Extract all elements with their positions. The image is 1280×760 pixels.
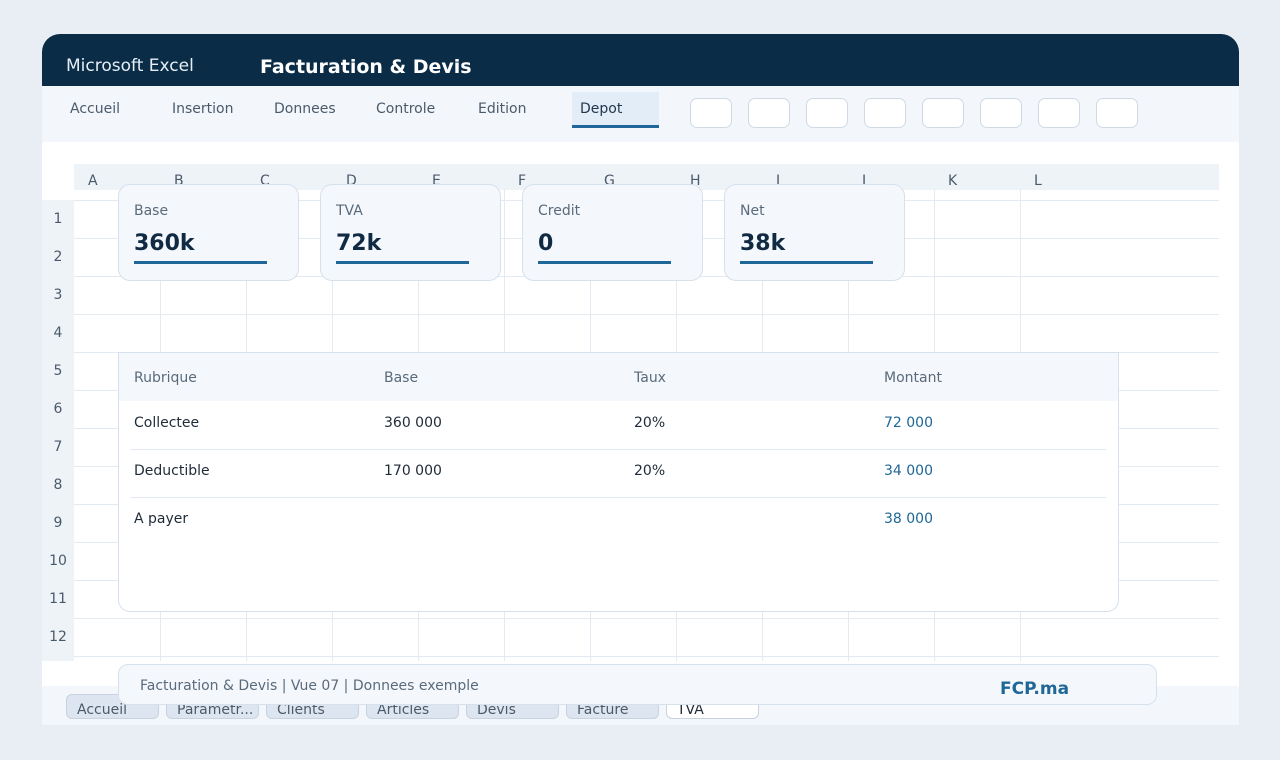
footer-banner: Facturation & Devis | Vue 07 | Donnees e… bbox=[118, 664, 1157, 705]
cell-montant: 72 000 bbox=[884, 415, 933, 431]
column-header[interactable]: B bbox=[174, 173, 184, 189]
cell-taux: 20% bbox=[634, 415, 666, 431]
kpi-card-base: Base 360k bbox=[118, 184, 299, 281]
row-header[interactable]: 7 bbox=[53, 439, 63, 455]
column-header[interactable]: G bbox=[604, 173, 615, 189]
header-montant: Montant bbox=[884, 370, 942, 386]
ribbon-icon-button[interactable] bbox=[980, 98, 1022, 128]
kpi-bar bbox=[134, 261, 267, 264]
header-base: Base bbox=[384, 370, 419, 386]
grid-hline bbox=[74, 656, 1219, 657]
row-header[interactable]: 10 bbox=[49, 553, 67, 569]
column-header[interactable]: D bbox=[346, 173, 357, 189]
grid-hline bbox=[74, 314, 1219, 315]
cell-base: 360 000 bbox=[384, 415, 442, 431]
cell-rubrique: Deductible bbox=[134, 463, 210, 479]
row-header[interactable]: 8 bbox=[53, 477, 63, 493]
footer-brand[interactable]: FCP.ma bbox=[1000, 679, 1070, 699]
ribbon-tab-depot[interactable]: Depot bbox=[572, 92, 659, 128]
kpi-label: Credit bbox=[538, 203, 581, 219]
ribbon-tab-accueil[interactable]: Accueil bbox=[70, 101, 120, 117]
cell-montant: 38 000 bbox=[884, 511, 933, 527]
document-title: Facturation & Devis bbox=[260, 56, 472, 78]
cell-taux: 20% bbox=[634, 463, 666, 479]
kpi-bar bbox=[336, 261, 469, 264]
column-header[interactable]: I bbox=[776, 173, 781, 189]
column-header[interactable]: K bbox=[948, 173, 958, 189]
kpi-value: 72k bbox=[336, 231, 382, 256]
kpi-value: 38k bbox=[740, 231, 786, 256]
tva-table: Rubrique Base Taux Montant Collectee 360… bbox=[118, 352, 1119, 612]
row-header[interactable]: 4 bbox=[53, 325, 63, 341]
table-row[interactable]: Deductible 170 000 20% 34 000 bbox=[131, 449, 1106, 498]
row-header[interactable]: 9 bbox=[53, 515, 63, 531]
kpi-card-credit: Credit 0 bbox=[522, 184, 703, 281]
ribbon-icon-button[interactable] bbox=[806, 98, 848, 128]
ribbon-icon-button[interactable] bbox=[922, 98, 964, 128]
column-header[interactable]: F bbox=[518, 173, 527, 189]
cell-rubrique: Collectee bbox=[134, 415, 200, 431]
table-row[interactable]: Collectee 360 000 20% 72 000 bbox=[131, 401, 1106, 450]
ribbon-tab-controle[interactable]: Controle bbox=[376, 101, 436, 117]
grid-hline bbox=[74, 618, 1219, 619]
table-row[interactable]: A payer 38 000 bbox=[131, 497, 1106, 545]
row-header[interactable]: 12 bbox=[49, 629, 67, 645]
kpi-bar bbox=[538, 261, 671, 264]
header-taux: Taux bbox=[634, 370, 666, 386]
row-header[interactable]: 1 bbox=[53, 211, 63, 227]
kpi-label: TVA bbox=[336, 203, 363, 219]
kpi-value: 360k bbox=[134, 231, 195, 256]
column-header[interactable]: L bbox=[1034, 173, 1042, 189]
title-bar: Microsoft Excel Facturation & Devis bbox=[42, 34, 1239, 86]
kpi-card-tva: TVA 72k bbox=[320, 184, 501, 281]
row-header[interactable]: 6 bbox=[53, 401, 63, 417]
table-header: Rubrique Base Taux Montant bbox=[119, 353, 1118, 401]
column-header[interactable]: E bbox=[432, 173, 441, 189]
kpi-card-net: Net 38k bbox=[724, 184, 905, 281]
cell-base: 170 000 bbox=[384, 463, 442, 479]
column-header[interactable]: H bbox=[690, 173, 701, 189]
row-header[interactable]: 3 bbox=[53, 287, 63, 303]
row-header[interactable]: 2 bbox=[53, 249, 63, 265]
ribbon-icon-button[interactable] bbox=[864, 98, 906, 128]
kpi-label: Net bbox=[740, 203, 765, 219]
ribbon-tab-insertion[interactable]: Insertion bbox=[172, 101, 234, 117]
ribbon-tab-edition[interactable]: Edition bbox=[478, 101, 527, 117]
ribbon-icon-button[interactable] bbox=[1096, 98, 1138, 128]
kpi-bar bbox=[740, 261, 873, 264]
ribbon-tab-donnees[interactable]: Donnees bbox=[274, 101, 336, 117]
row-header[interactable]: 11 bbox=[49, 591, 67, 607]
column-header[interactable]: J bbox=[862, 173, 867, 189]
column-header[interactable]: C bbox=[260, 173, 270, 189]
cell-rubrique: A payer bbox=[134, 511, 189, 527]
app-name: Microsoft Excel bbox=[66, 56, 194, 76]
cell-montant: 34 000 bbox=[884, 463, 933, 479]
footer-text: Facturation & Devis | Vue 07 | Donnees e… bbox=[140, 678, 479, 694]
header-rubrique: Rubrique bbox=[134, 370, 197, 386]
kpi-label: Base bbox=[134, 203, 169, 219]
column-header[interactable]: A bbox=[88, 173, 98, 189]
ribbon-icon-button[interactable] bbox=[690, 98, 732, 128]
row-header-bar bbox=[42, 200, 74, 661]
ribbon-icon-button[interactable] bbox=[1038, 98, 1080, 128]
ribbon-icon-button[interactable] bbox=[748, 98, 790, 128]
ribbon: Accueil Insertion Donnees Controle Editi… bbox=[42, 86, 1239, 142]
kpi-value: 0 bbox=[538, 231, 554, 256]
row-header[interactable]: 5 bbox=[53, 363, 63, 379]
